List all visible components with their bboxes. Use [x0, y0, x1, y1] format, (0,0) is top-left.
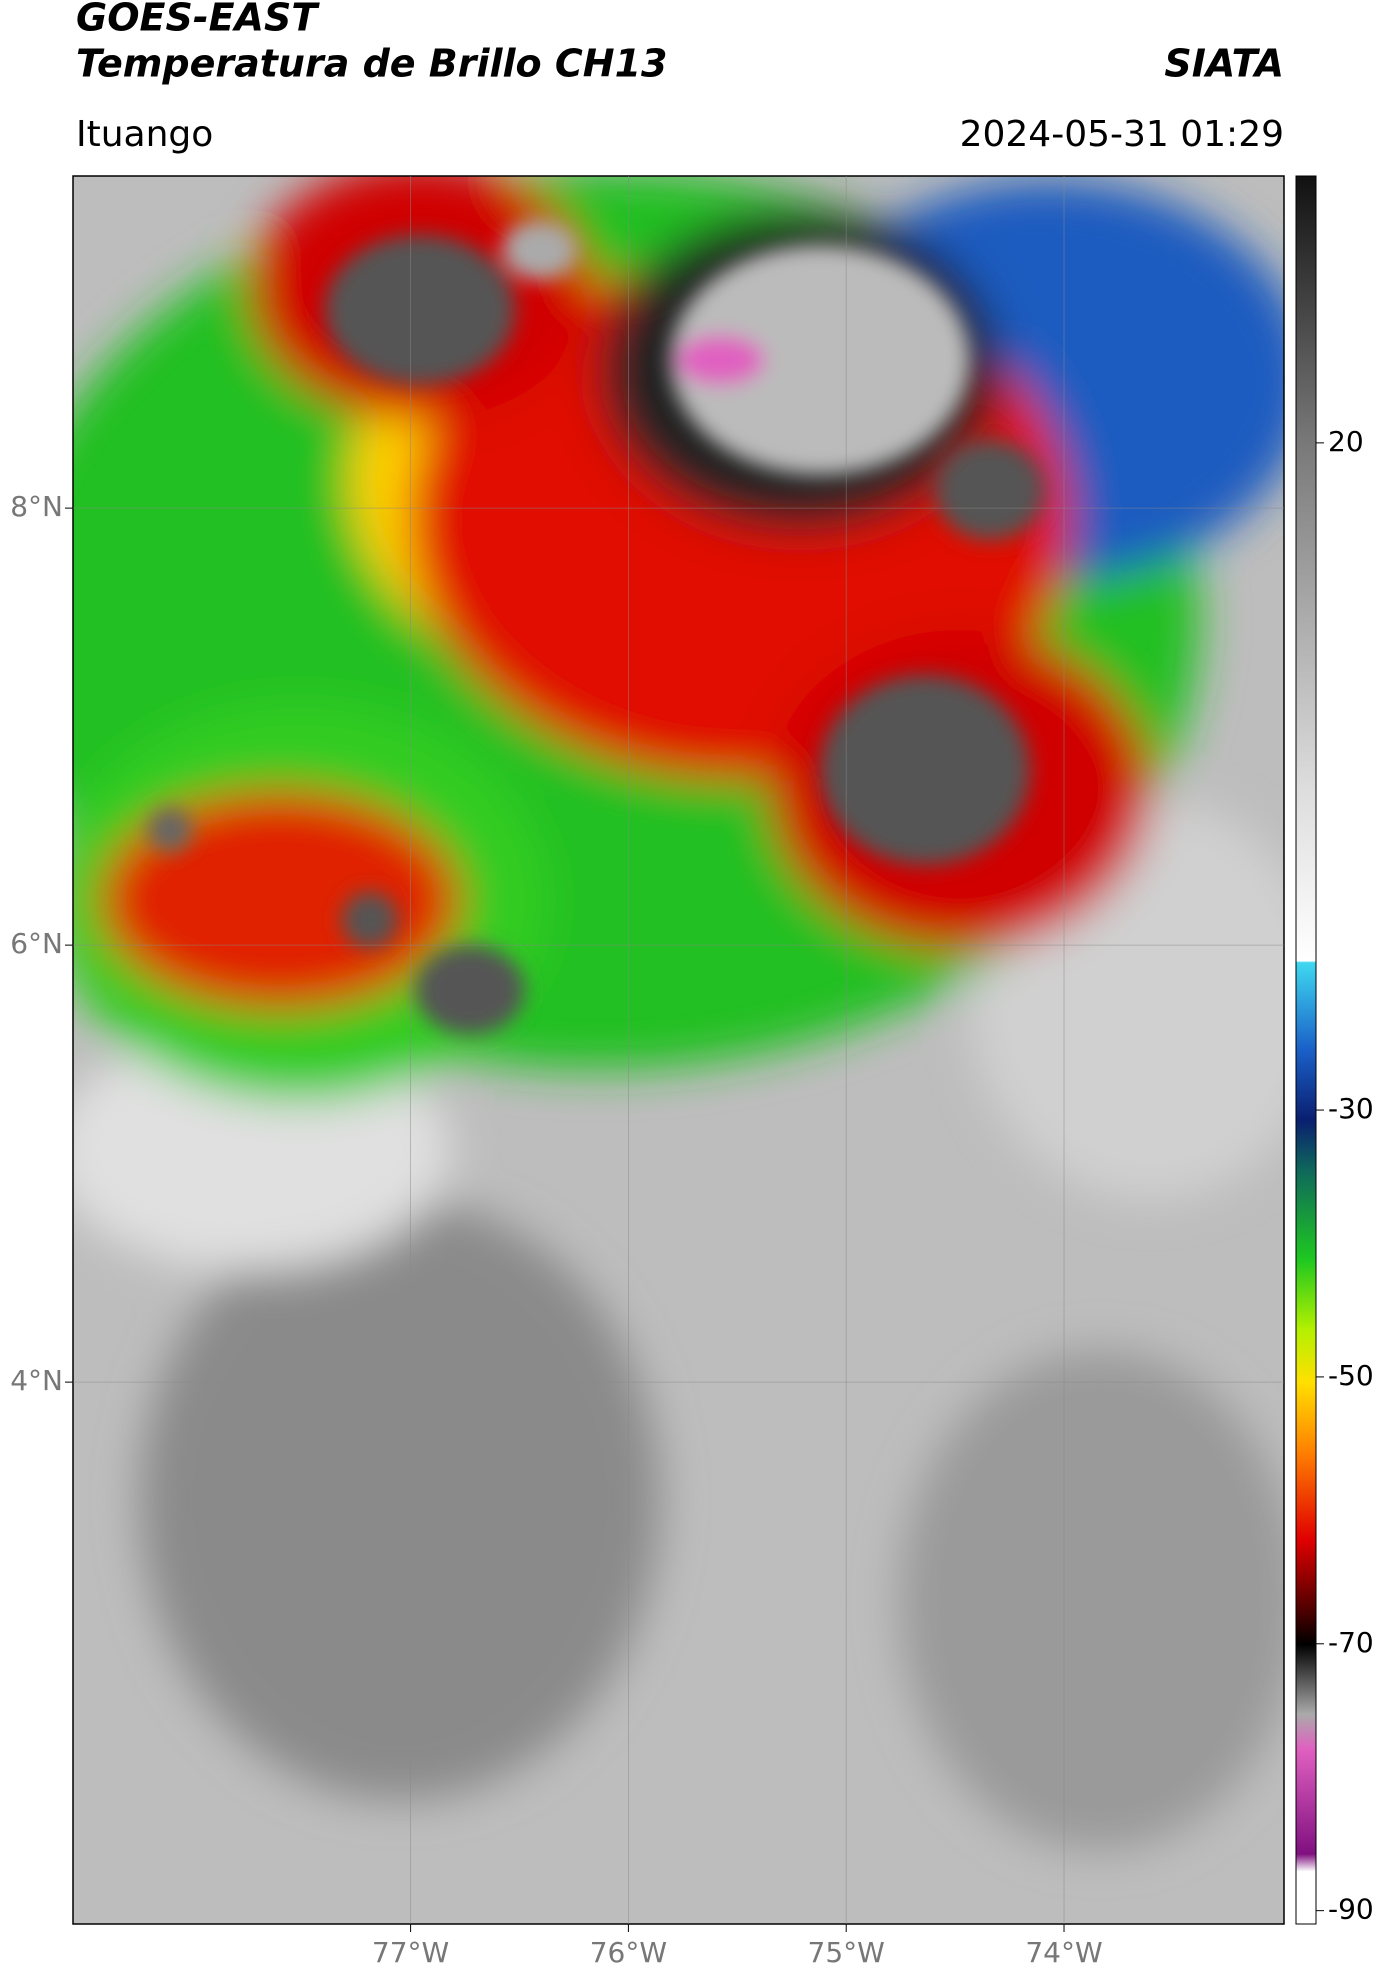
- location: Ituango: [76, 114, 213, 155]
- title: Temperatura de Brillo CH13: [76, 42, 667, 86]
- colorbar-tick-label: -70: [1328, 1626, 1374, 1659]
- colorbar: [1295, 175, 1317, 1925]
- lon-tick-label: 74°W: [1025, 1936, 1102, 1969]
- lat-tick-label: 8°N: [10, 490, 63, 523]
- lon-tick-label: 75°W: [808, 1936, 885, 1969]
- colorbar-tick-label: 20: [1328, 425, 1364, 458]
- lat-tick-label: 6°N: [10, 927, 63, 960]
- colorbar-tick-label: -50: [1328, 1359, 1374, 1392]
- colorbar-ticks: 20 -30 -50 -70 -90: [1316, 425, 1374, 1926]
- colorbar-tick-label: -30: [1328, 1092, 1374, 1125]
- map-frame: [72, 175, 1285, 1925]
- title: GOES-EAST: [76, 0, 320, 40]
- datetime: 2024-05-31 01:29: [960, 114, 1284, 155]
- satellite-image: [73, 176, 1284, 1924]
- lon-tick-label: 77°W: [372, 1936, 449, 1969]
- ticks: 8°N 6°N 4°N 77°W 76°W 75°W 74°W: [10, 176, 1284, 1969]
- lon-tick-label: 76°W: [590, 1936, 667, 1969]
- colorbar-tick-label: -90: [1328, 1893, 1374, 1926]
- lat-tick-label: 4°N: [10, 1364, 63, 1397]
- agency: SIATA: [1164, 42, 1284, 86]
